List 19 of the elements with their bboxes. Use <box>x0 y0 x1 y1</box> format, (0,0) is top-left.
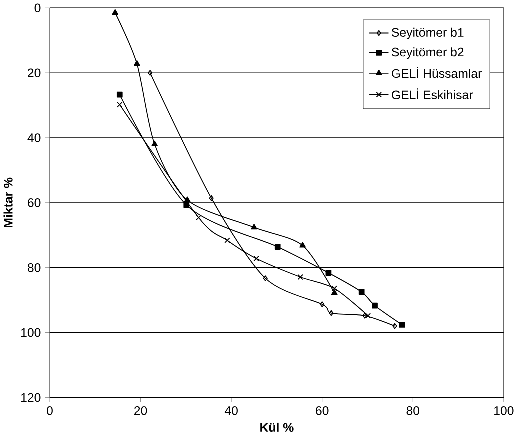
x-tick-label: 20 <box>134 406 148 416</box>
y-tick-label: 80 <box>28 264 41 272</box>
legend-label: Seyitömer b1 <box>392 28 464 40</box>
legend-label: GELİ Eskihisar <box>392 88 474 100</box>
y-tick-label: 0 <box>34 4 41 13</box>
x-tick-label: 60 <box>316 406 329 416</box>
y-tick-label: 20 <box>28 68 41 78</box>
x-tick-label: 0 <box>47 406 53 416</box>
y-tick-label: 60 <box>28 198 41 208</box>
y-tick-label: 40 <box>28 134 41 142</box>
y-tick-label: 100 <box>22 328 41 338</box>
x-axis-title: Kül % <box>260 423 294 432</box>
x-tick-label: 100 <box>494 406 514 416</box>
legend-label: GELİ Hüssamlar <box>392 67 482 78</box>
legend-label: Seyitömer b2 <box>392 48 464 60</box>
y-axis-title: Miktar % <box>4 178 13 228</box>
x-tick-label: 80 <box>406 406 420 416</box>
x-tick-label: 40 <box>224 406 238 416</box>
y-tick-label: 120 <box>22 393 41 402</box>
